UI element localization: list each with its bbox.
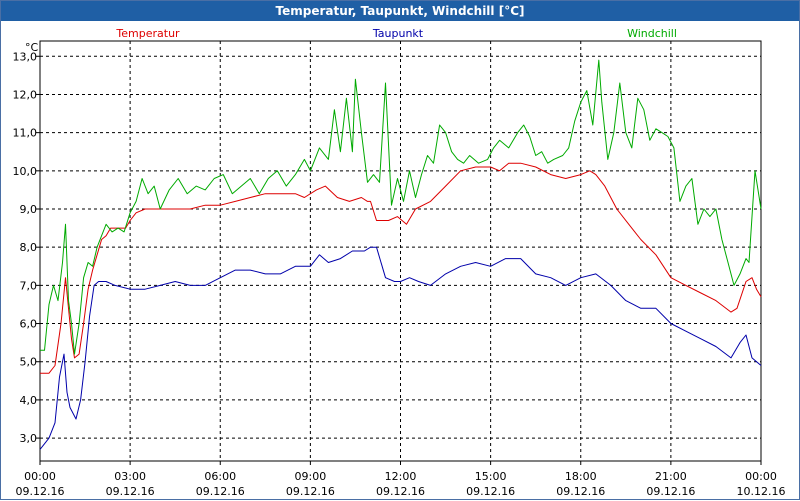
x-tick-time: 18:00 bbox=[565, 470, 597, 483]
x-tick-time: 15:00 bbox=[475, 470, 507, 483]
y-tick-label: 6,0 bbox=[20, 318, 38, 331]
series-line-temperatur bbox=[40, 162, 762, 374]
window-title: Temperatur, Taupunkt, Windchill [°C] bbox=[1, 1, 799, 21]
x-tick-date: 09.12.16 bbox=[106, 485, 155, 498]
y-tick-label: 10,0 bbox=[13, 165, 38, 178]
series-line-taupunkt bbox=[39, 246, 762, 450]
x-tick-date: 10.12.16 bbox=[737, 485, 786, 498]
y-tick-label: 7,0 bbox=[20, 279, 38, 292]
x-tick-time: 03:00 bbox=[114, 470, 146, 483]
x-tick-time: 00:00 bbox=[24, 470, 56, 483]
series-line-windchill bbox=[40, 59, 762, 355]
x-tick-date: 09.12.16 bbox=[16, 485, 65, 498]
x-tick-date: 09.12.16 bbox=[556, 485, 605, 498]
y-tick-label: 13,0 bbox=[13, 50, 38, 63]
x-tick-time: 09:00 bbox=[295, 470, 327, 483]
legend-label-taupunkt: Taupunkt bbox=[372, 27, 424, 40]
x-tick-date: 09.12.16 bbox=[196, 485, 245, 498]
x-tick-date: 09.12.16 bbox=[466, 485, 515, 498]
y-tick-label: 3,0 bbox=[20, 432, 38, 445]
x-tick-time: 12:00 bbox=[385, 470, 417, 483]
y-tick-label: 9,0 bbox=[20, 203, 38, 216]
x-tick-time: 00:00 bbox=[745, 470, 777, 483]
x-tick-date: 09.12.16 bbox=[376, 485, 425, 498]
x-tick-date: 09.12.16 bbox=[286, 485, 335, 498]
y-tick-label: 8,0 bbox=[20, 241, 38, 254]
legend-label-windchill: Windchill bbox=[627, 27, 677, 40]
y-axis-unit: °C bbox=[25, 41, 39, 54]
x-tick-time: 21:00 bbox=[655, 470, 687, 483]
y-tick-label: 5,0 bbox=[20, 356, 38, 369]
y-tick-label: 12,0 bbox=[13, 88, 38, 101]
x-tick-date: 09.12.16 bbox=[646, 485, 695, 498]
legend-label-temperatur: Temperatur bbox=[115, 27, 180, 40]
y-tick-label: 4,0 bbox=[20, 394, 38, 407]
x-tick-time: 06:00 bbox=[204, 470, 236, 483]
y-tick-label: 11,0 bbox=[13, 127, 38, 140]
